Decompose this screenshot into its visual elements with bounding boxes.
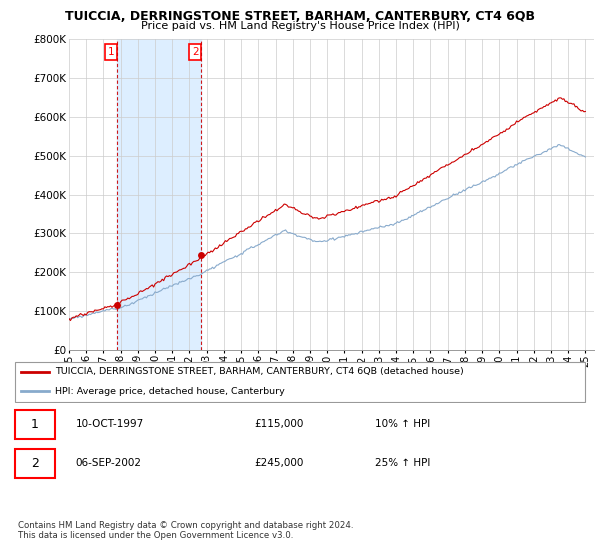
Text: 10% ↑ HPI: 10% ↑ HPI <box>375 419 430 429</box>
FancyBboxPatch shape <box>15 362 585 402</box>
FancyBboxPatch shape <box>15 410 55 439</box>
FancyBboxPatch shape <box>15 449 55 478</box>
Text: 25% ↑ HPI: 25% ↑ HPI <box>375 459 430 468</box>
Text: HPI: Average price, detached house, Canterbury: HPI: Average price, detached house, Cant… <box>55 387 285 396</box>
Text: 1: 1 <box>31 418 39 431</box>
Text: TUICCIA, DERRINGSTONE STREET, BARHAM, CANTERBURY, CT4 6QB (detached house): TUICCIA, DERRINGSTONE STREET, BARHAM, CA… <box>55 367 464 376</box>
Text: £245,000: £245,000 <box>254 459 303 468</box>
Text: 2: 2 <box>31 457 39 470</box>
Text: £115,000: £115,000 <box>254 419 303 429</box>
Bar <box>117 39 201 350</box>
Text: 06-SEP-2002: 06-SEP-2002 <box>76 459 142 468</box>
Text: Contains HM Land Registry data © Crown copyright and database right 2024.
This d: Contains HM Land Registry data © Crown c… <box>18 521 353 540</box>
Text: TUICCIA, DERRINGSTONE STREET, BARHAM, CANTERBURY, CT4 6QB: TUICCIA, DERRINGSTONE STREET, BARHAM, CA… <box>65 10 535 23</box>
Text: 2: 2 <box>192 47 199 57</box>
Text: 10-OCT-1997: 10-OCT-1997 <box>76 419 143 429</box>
Text: Price paid vs. HM Land Registry's House Price Index (HPI): Price paid vs. HM Land Registry's House … <box>140 21 460 31</box>
Text: 1: 1 <box>107 47 114 57</box>
